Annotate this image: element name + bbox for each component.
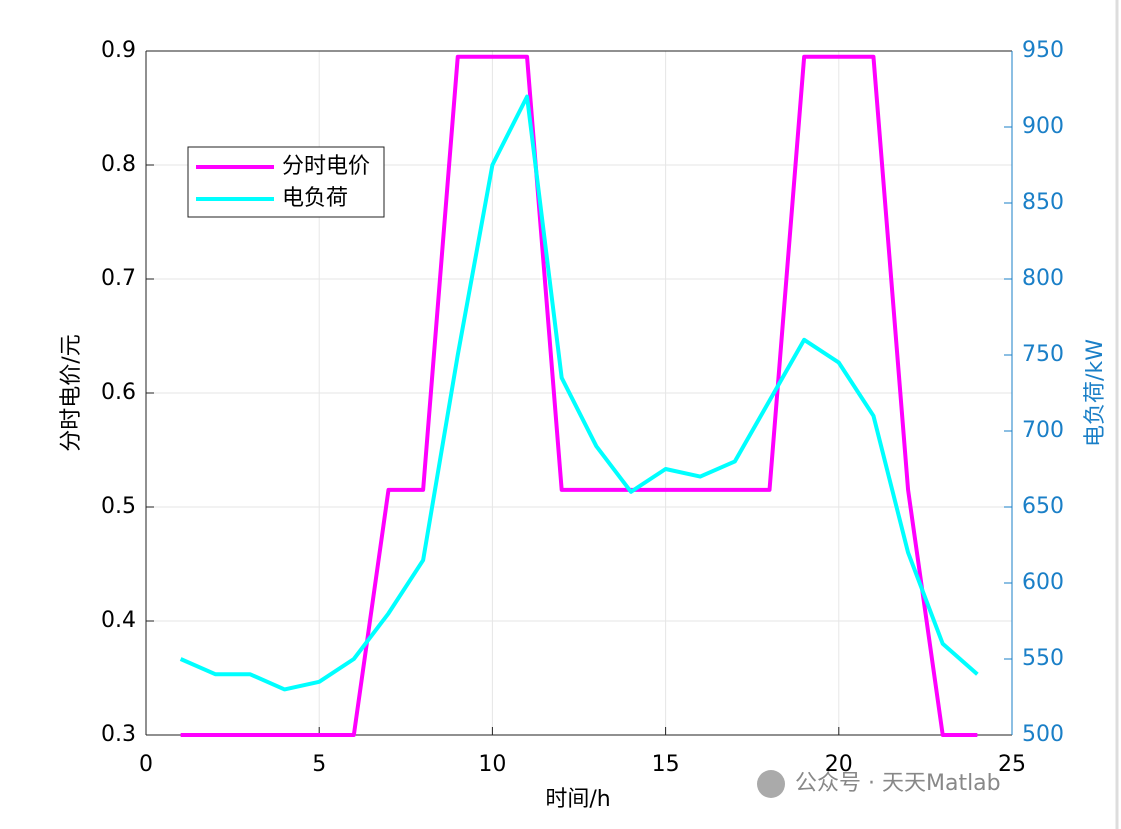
y-tick-label: 0.4: [101, 608, 136, 633]
legend-label: 分时电价: [282, 154, 370, 179]
x-tick-label: 5: [312, 752, 326, 777]
x-tick-label: 20: [825, 752, 853, 777]
x-axis-label: 时间/h: [545, 787, 610, 812]
y-tick-label: 0.9: [101, 38, 136, 63]
y2-tick-label: 550: [1022, 646, 1064, 671]
y2-tick-label: 850: [1022, 190, 1064, 215]
x-tick-label: 0: [139, 752, 153, 777]
y2-tick-label: 950: [1022, 38, 1064, 63]
y2-tick-label: 900: [1022, 114, 1064, 139]
watermark-icon: [757, 770, 785, 798]
y-tick-label: 0.5: [101, 494, 136, 519]
y2-axis-label: 电负荷/kW: [1083, 339, 1108, 447]
y2-tick-label: 800: [1022, 266, 1064, 291]
legend-box: [187, 146, 385, 218]
watermark: 公众号 · 天天Matlab: [795, 771, 1001, 796]
series-line: [180, 54, 978, 737]
legend-label: 电负荷: [282, 186, 348, 211]
y2-tick-label: 750: [1022, 342, 1064, 367]
x-tick-label: 15: [652, 752, 680, 777]
y-tick-label: 0.6: [101, 380, 136, 405]
y-tick-label: 0.3: [101, 722, 136, 747]
y2-tick-label: 700: [1022, 418, 1064, 443]
y-axis-label: 分时电价/元: [59, 334, 84, 451]
y2-tick-label: 500: [1022, 722, 1064, 747]
series-line: [179, 94, 979, 692]
y-tick-label: 0.8: [101, 152, 136, 177]
y2-tick-label: 650: [1022, 494, 1064, 519]
y-tick-label: 0.7: [101, 266, 136, 291]
y2-tick-label: 600: [1022, 570, 1064, 595]
x-tick-label: 25: [998, 752, 1026, 777]
x-tick-label: 10: [478, 752, 506, 777]
